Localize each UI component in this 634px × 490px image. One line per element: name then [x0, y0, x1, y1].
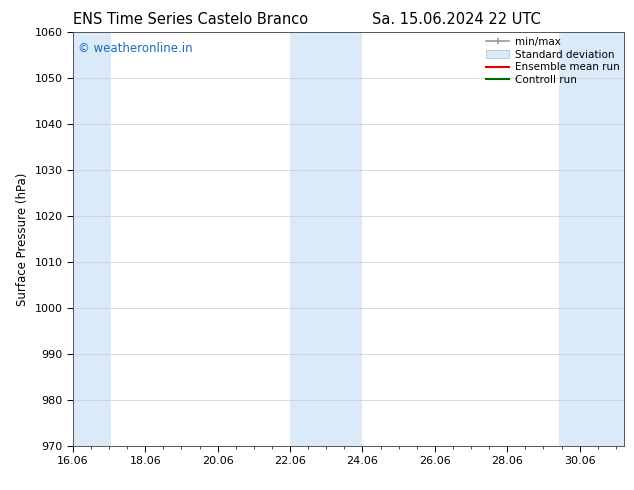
Text: ENS Time Series Castelo Branco: ENS Time Series Castelo Branco	[73, 12, 307, 27]
Text: Sa. 15.06.2024 22 UTC: Sa. 15.06.2024 22 UTC	[372, 12, 541, 27]
Y-axis label: Surface Pressure (hPa): Surface Pressure (hPa)	[16, 172, 29, 306]
Legend: min/max, Standard deviation, Ensemble mean run, Controll run: min/max, Standard deviation, Ensemble me…	[486, 37, 619, 85]
Bar	[73, 32, 110, 446]
Bar	[290, 32, 363, 446]
Text: © weatheronline.in: © weatheronline.in	[79, 42, 193, 55]
Bar	[559, 32, 624, 446]
